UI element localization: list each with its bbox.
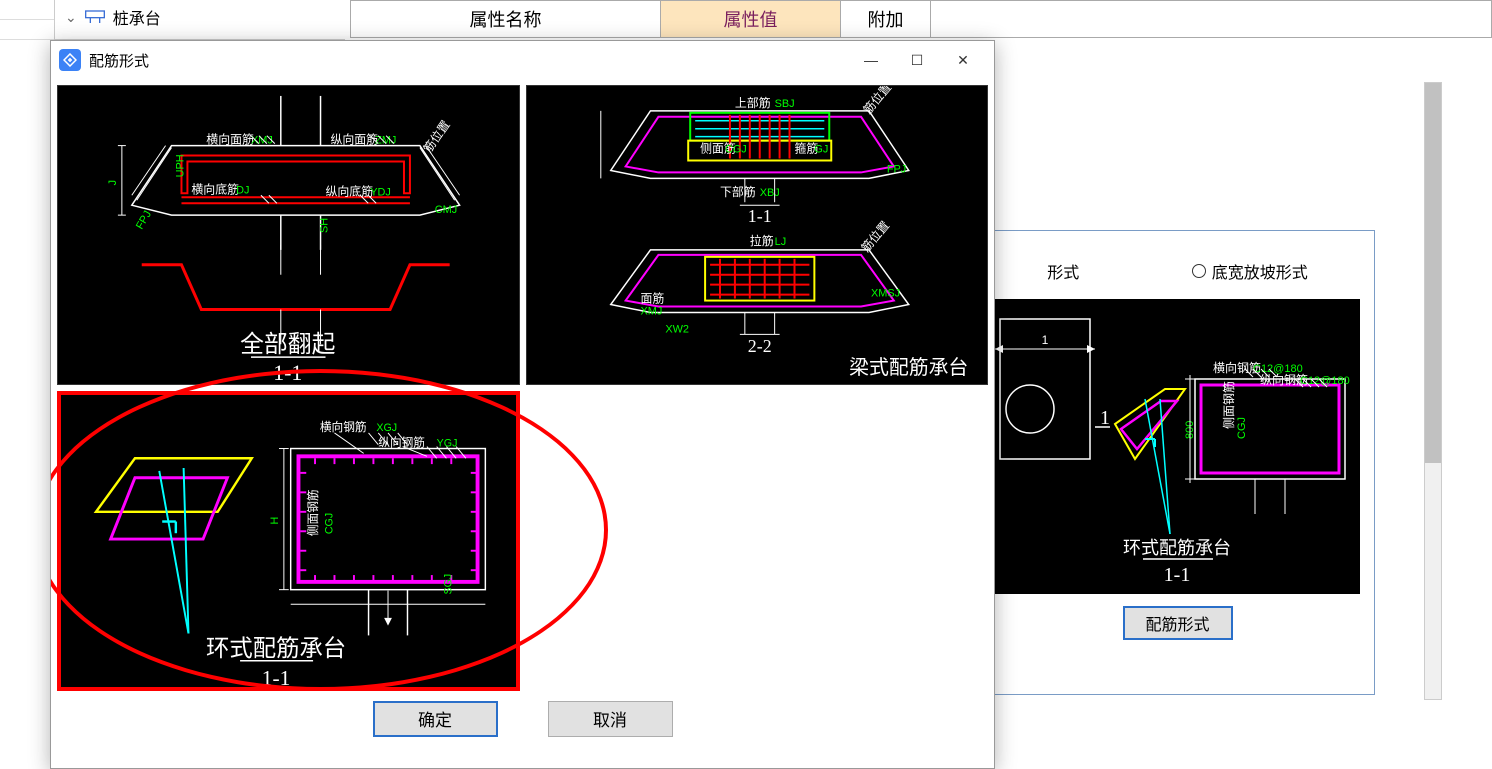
tree-panel: ⌄ 桩承台: [55, 0, 345, 40]
app-icon: [59, 49, 81, 71]
svg-text:侧面钢筋: 侧面钢筋: [1221, 381, 1236, 429]
svg-text:J: J: [107, 180, 119, 185]
svg-text:CGJ: CGJ: [724, 144, 746, 156]
svg-text:CGJ: CGJ: [324, 513, 336, 534]
radio-option-1-label: 形式: [1047, 259, 1079, 283]
dialog-title: 配筋形式: [89, 50, 840, 71]
svg-text:1: 1: [1042, 333, 1049, 347]
svg-text:XMJ: XMJ: [251, 135, 273, 147]
chevron-down-icon: ⌄: [65, 9, 77, 26]
svg-text:环式配筋承台: 环式配筋承台: [1123, 538, 1231, 558]
cancel-button[interactable]: 取消: [548, 701, 673, 737]
svg-text:CMJ: CMJ: [435, 204, 457, 216]
svg-text:1-1: 1-1: [747, 206, 771, 226]
svg-text:XGJ: XGJ: [376, 422, 397, 434]
radio-option-2[interactable]: 底宽放坡形式: [1192, 259, 1308, 283]
svg-text:CGJ: CGJ: [1236, 417, 1248, 439]
svg-text:筋位置: 筋位置: [858, 218, 892, 254]
rebar-form-button[interactable]: 配筋形式: [1123, 606, 1233, 640]
svg-text:DJ: DJ: [236, 184, 249, 196]
svg-text:SGJ: SGJ: [442, 574, 454, 595]
header-col-extra: 附加: [841, 1, 931, 37]
svg-text:横向钢筋: 横向钢筋: [320, 420, 367, 434]
svg-text:FPJ: FPJ: [134, 209, 154, 232]
ok-button[interactable]: 确定: [373, 701, 498, 737]
tree-item-label: 桩承台: [113, 5, 161, 29]
parent-window: ⌄ 桩承台 属性名称 属性值 附加 形式 底宽放坡形式: [0, 0, 1492, 769]
tree-item-pile-cap[interactable]: ⌄ 桩承台: [55, 0, 345, 34]
svg-text:1-1: 1-1: [273, 361, 302, 384]
close-button[interactable]: ✕: [940, 45, 986, 75]
svg-text:FPJ: FPJ: [886, 163, 905, 175]
option-tile-3-empty: [526, 391, 989, 691]
svg-text:下部筋: 下部筋: [720, 185, 756, 199]
svg-text:XMJ: XMJ: [640, 305, 662, 317]
svg-text:筋位置: 筋位置: [860, 86, 894, 117]
svg-text:纵向底筋: 纵向底筋: [326, 184, 374, 198]
svg-text:梁式配筋承台: 梁式配筋承台: [849, 357, 968, 379]
property-header: 属性名称 属性值 附加: [350, 0, 1492, 38]
svg-text:XW2: XW2: [665, 323, 689, 335]
option-tile-0[interactable]: 横向面筋 XMJ 纵向面筋 ZMJ 横向底筋 DJ 纵向底筋 YDJ CMJ 筋…: [57, 85, 520, 385]
svg-text:横向底筋: 横向底筋: [191, 182, 239, 196]
radio-option-2-label: 底宽放坡形式: [1212, 259, 1308, 283]
svg-text:H: H: [269, 517, 281, 525]
dialog-footer: 确定 取消: [57, 691, 988, 746]
svg-text:横向面筋: 横向面筋: [206, 133, 254, 147]
svg-text:LJ: LJ: [774, 236, 786, 248]
svg-text:UPH: UPH: [174, 154, 186, 177]
options-grid: 横向面筋 XMJ 纵向面筋 ZMJ 横向底筋 DJ 纵向底筋 YDJ CMJ 筋…: [57, 85, 988, 691]
dialog-titlebar: 配筋形式 — ☐ ✕: [51, 41, 994, 79]
property-panel: 形式 底宽放坡形式 1 1: [980, 230, 1375, 695]
svg-text:XBJ: XBJ: [759, 187, 779, 199]
dialog-scrollbar[interactable]: [1424, 82, 1442, 700]
header-col-value: 属性值: [661, 1, 841, 37]
minimize-button[interactable]: —: [848, 45, 894, 75]
svg-text:侧面钢筋: 侧面钢筋: [306, 489, 320, 536]
svg-text:全部翻起: 全部翻起: [240, 331, 335, 358]
property-diagram: 1 1 横向钢筋 C12@180 纵向钢筋 C12@180: [995, 299, 1360, 594]
rebar-form-dialog: 配筋形式 — ☐ ✕: [50, 40, 995, 769]
left-sidebar-edge: [0, 0, 55, 769]
svg-text:纵向面筋: 纵向面筋: [330, 133, 378, 147]
svg-text:SBJ: SBJ: [774, 98, 794, 110]
svg-text:SH: SH: [318, 218, 330, 233]
header-col-name: 属性名称: [351, 1, 661, 37]
option-tile-2[interactable]: 横向钢筋 XGJ 纵向钢筋 YGJ: [57, 391, 520, 691]
svg-text:1-1: 1-1: [262, 666, 291, 687]
svg-text:1: 1: [1100, 407, 1110, 429]
svg-text:环式配筋承台: 环式配筋承台: [206, 635, 346, 662]
option-tile-1[interactable]: 上部筋 SBJ 侧面筋 CGJ 箍筋 GJ 下部筋 XBJ FPJ 筋位置: [526, 85, 989, 385]
svg-text:2-2: 2-2: [747, 336, 771, 356]
maximize-button[interactable]: ☐: [894, 45, 940, 75]
svg-text:GJ: GJ: [814, 144, 828, 156]
radio-row: 形式 底宽放坡形式: [991, 241, 1364, 293]
scrollbar-thumb[interactable]: [1425, 83, 1441, 463]
svg-text:XMSJ: XMSJ: [870, 288, 899, 300]
pile-cap-icon: [85, 10, 105, 24]
svg-text:YDJ: YDJ: [370, 186, 391, 198]
svg-text:拉筋: 拉筋: [749, 234, 773, 248]
radio-icon: [1192, 264, 1206, 278]
svg-text:面筋: 面筋: [640, 292, 664, 306]
radio-option-1[interactable]: 形式: [1047, 259, 1079, 283]
svg-text:上部筋: 上部筋: [734, 96, 770, 110]
svg-text:1-1: 1-1: [1164, 564, 1191, 586]
svg-text:筋位置: 筋位置: [421, 118, 453, 155]
